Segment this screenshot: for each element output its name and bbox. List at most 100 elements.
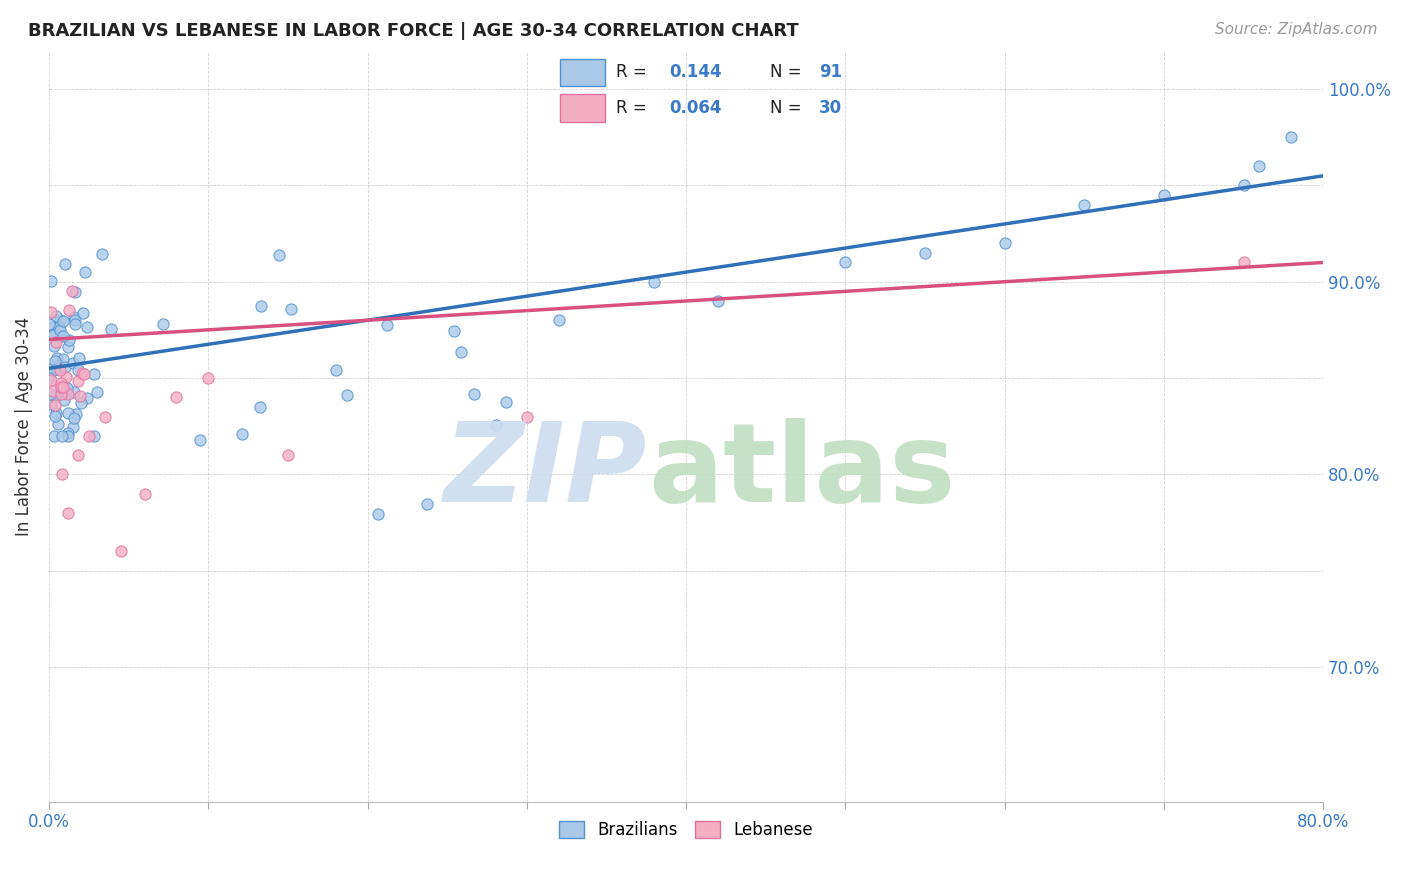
Point [39,386,62,401]
Point [1232,178,1254,193]
Point [58,425,80,440]
Text: ZIP: ZIP [444,417,648,524]
Point [73,265,96,279]
Point [485,417,508,432]
Point [63,410,86,425]
Point [67,374,90,388]
Point [1073,197,1095,211]
Point [46,417,69,431]
Point [60,284,83,298]
Point [62,356,84,370]
Point [100,322,122,336]
Point [1279,130,1302,145]
Point [65,408,87,422]
Point [93,409,115,424]
Point [48,359,70,373]
Point [39,362,62,376]
Point [58,333,80,347]
Point [48,320,70,334]
Point [277,448,299,462]
Point [188,433,211,447]
Point [1232,255,1254,269]
Point [994,236,1017,251]
Point [52,392,75,407]
Point [375,318,398,333]
Point [76,392,98,406]
Point [42,319,65,334]
Point [63,318,86,332]
Point [250,299,273,313]
Point [58,341,80,355]
Point [63,313,86,327]
Point [73,367,96,381]
Point [83,429,105,443]
Point [707,293,730,308]
Point [134,486,156,500]
Point [39,305,62,319]
Point [45,406,67,420]
Point [44,363,66,377]
Point [55,381,77,395]
Point [41,273,63,287]
Point [165,390,187,404]
Point [52,352,75,367]
Point [443,324,465,338]
Point [62,420,84,434]
Point [38,370,60,384]
Point [44,326,66,341]
Point [55,385,77,400]
Point [1249,159,1271,173]
Point [39,397,62,411]
Y-axis label: In Labor Force | Age 30-34: In Labor Force | Age 30-34 [15,317,32,536]
Point [55,369,77,384]
Point [49,363,72,377]
Point [86,384,108,399]
Text: Source: ZipAtlas.com: Source: ZipAtlas.com [1215,22,1378,37]
Point [44,409,66,424]
Point [72,306,94,320]
Point [336,388,359,402]
Point [67,351,90,365]
Point [643,275,665,289]
Point [415,497,437,511]
Point [48,323,70,337]
Point [1153,188,1175,202]
Point [39,373,62,387]
Point [53,257,76,271]
Point [42,388,65,402]
Point [516,409,538,424]
Legend: Brazilians, Lebanese: Brazilians, Lebanese [553,814,820,846]
Point [49,312,72,326]
Point [231,427,253,442]
Point [58,387,80,401]
Point [67,363,90,377]
Point [51,429,73,443]
Point [38,317,60,331]
Point [249,400,271,414]
Point [46,351,69,365]
Point [69,389,91,403]
Point [52,380,75,394]
Point [44,399,66,413]
Point [77,429,100,443]
Text: BRAZILIAN VS LEBANESE IN LABOR FORCE | AGE 30-34 CORRELATION CHART: BRAZILIAN VS LEBANESE IN LABOR FORCE | A… [28,22,799,40]
Point [367,507,389,521]
Point [914,245,936,260]
Point [91,247,114,261]
Point [44,429,66,443]
Point [49,380,72,394]
Point [42,339,65,353]
Point [44,390,66,404]
Point [547,313,569,327]
Point [52,314,75,328]
Point [56,406,79,420]
Point [495,395,517,409]
Point [52,329,75,343]
Point [42,384,65,398]
Point [66,448,89,462]
Point [280,302,302,317]
Point [83,367,105,381]
Point [55,359,77,374]
Point [45,334,67,349]
Point [450,345,472,359]
